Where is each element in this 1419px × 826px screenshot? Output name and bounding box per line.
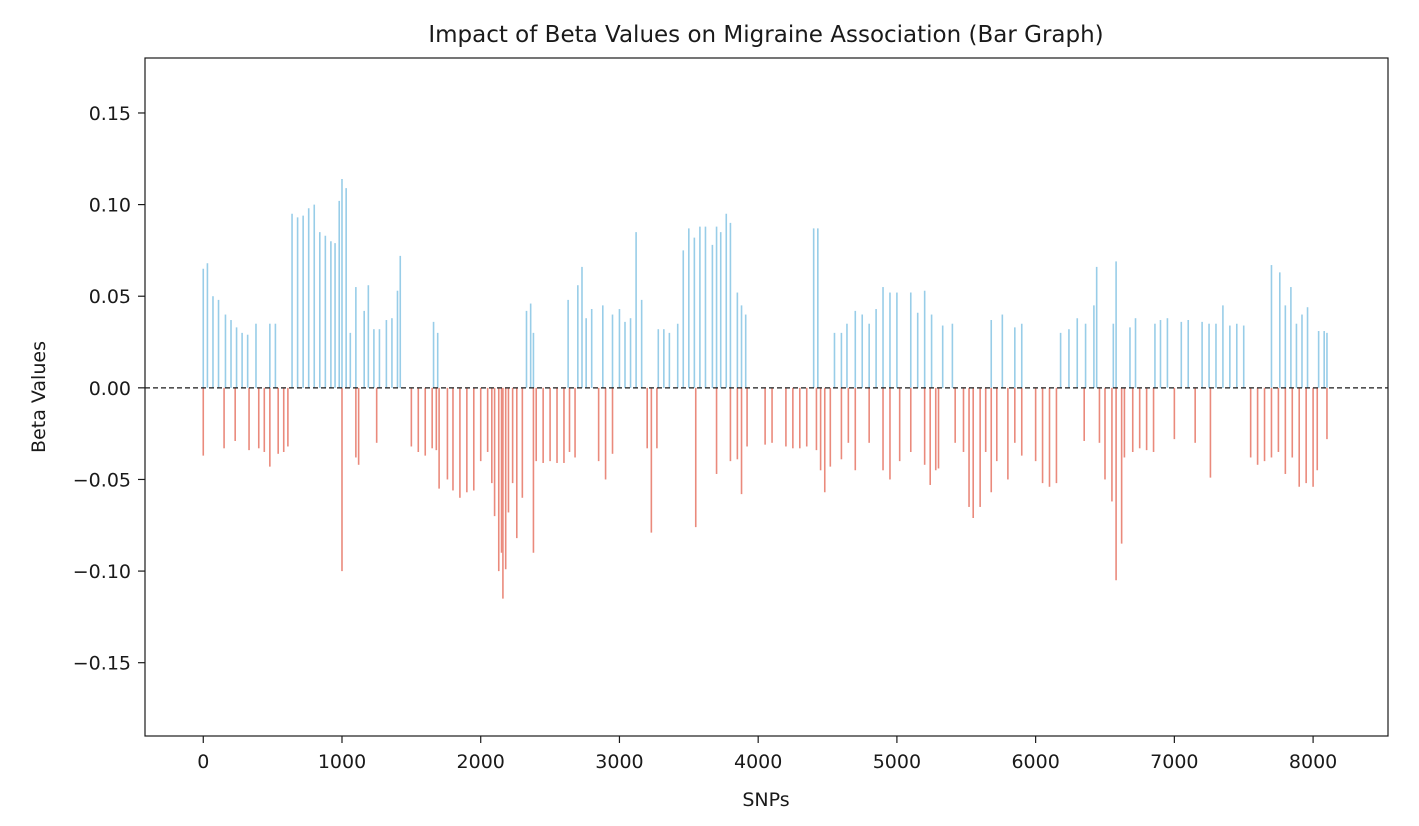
x-tick-label: 4000 xyxy=(734,751,782,773)
y-tick-label: −0.05 xyxy=(73,469,131,491)
y-tick-label: 0.00 xyxy=(89,378,131,400)
y-tick-label: 0.05 xyxy=(89,286,131,308)
positive-bars xyxy=(202,178,1328,388)
x-tick-label: 6000 xyxy=(1011,751,1059,773)
y-tick-label: 0.15 xyxy=(89,103,131,125)
chart-title: Impact of Beta Values on Migraine Associ… xyxy=(428,22,1103,48)
x-tick-label: 3000 xyxy=(595,751,643,773)
y-tick-label: 0.10 xyxy=(89,195,131,217)
x-tick-label: 2000 xyxy=(457,751,505,773)
x-tick-label: 5000 xyxy=(873,751,921,773)
x-tick-label: 7000 xyxy=(1150,751,1198,773)
x-tick-label: 1000 xyxy=(318,751,366,773)
negative-bars xyxy=(202,387,1328,599)
y-axis-title: Beta Values xyxy=(28,341,50,453)
x-tick-label: 0 xyxy=(197,751,209,773)
plot-frame xyxy=(144,57,1389,737)
x-axis-ticks: 0 1000 2000 3000 4000 5000 6000 7000 8000 xyxy=(197,736,1337,773)
x-tick-label: 8000 xyxy=(1289,751,1337,773)
y-tick-label: −0.10 xyxy=(73,561,131,583)
y-axis-ticks: −0.15 −0.10 −0.05 0.00 0.05 0.10 0.15 xyxy=(73,103,145,675)
y-tick-label: −0.15 xyxy=(73,653,131,675)
x-axis-title: SNPs xyxy=(742,789,789,811)
